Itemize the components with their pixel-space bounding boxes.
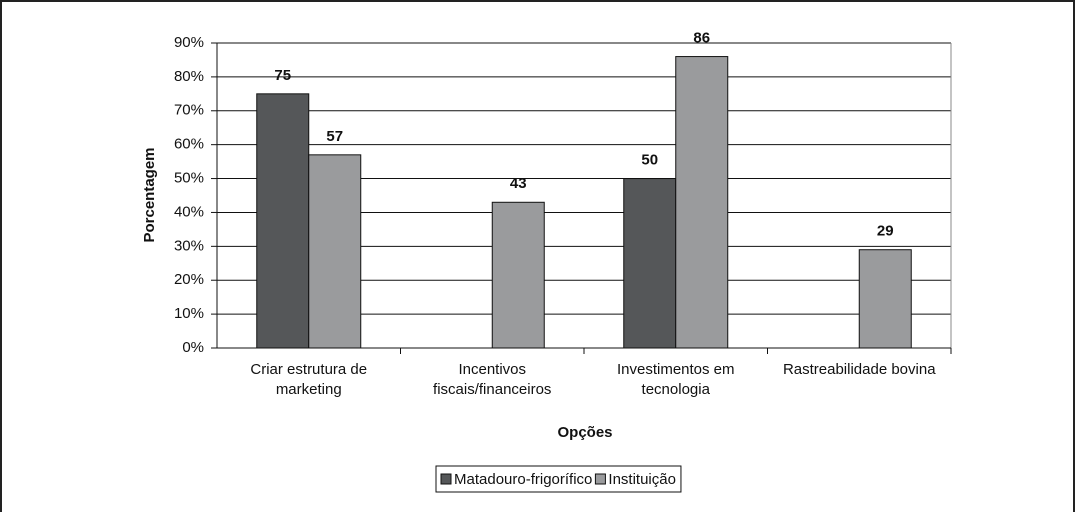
legend: Matadouro-frigorífico Instituição <box>435 465 682 493</box>
y-tick-label: 60% <box>174 136 204 153</box>
y-tick-label: 80% <box>174 68 204 85</box>
data-label: 50 <box>641 152 658 169</box>
y-tick-label: 0% <box>182 339 204 356</box>
bar <box>623 178 677 349</box>
data-label: 75 <box>274 67 291 84</box>
x-tick-label: Rastreabilidade bovina <box>782 361 936 378</box>
bar <box>858 249 912 349</box>
data-label: 57 <box>326 128 343 145</box>
y-tick-label: 40% <box>174 203 204 220</box>
legend-label: Matadouro-frigorífico <box>454 471 592 488</box>
legend-swatch <box>440 473 452 485</box>
bar <box>491 201 545 349</box>
y-tick-label: 90% <box>174 34 204 51</box>
x-tick-label-box: Criar estrutura de marketing <box>250 361 368 398</box>
bar <box>308 154 362 349</box>
y-tick-label: 10% <box>174 305 204 322</box>
x-tick-label-box: Rastreabilidade bovina <box>782 361 936 378</box>
bar <box>256 93 310 349</box>
x-tick-label: Investimentos em tecnologia <box>616 361 735 398</box>
data-label: 29 <box>877 223 894 240</box>
data-label: 43 <box>510 175 527 192</box>
x-tick-label: Criar estrutura de marketing <box>250 361 368 398</box>
bar <box>675 56 729 349</box>
y-tick-label: 70% <box>174 102 204 119</box>
legend-box <box>435 465 682 493</box>
y-tick-label: 20% <box>174 271 204 288</box>
x-axis-title: Opções <box>557 424 612 441</box>
legend-label: Instituição <box>608 471 676 488</box>
y-axis-title: Porcentagem <box>141 147 158 242</box>
x-tick-label: Incentivos fiscais/financeiros <box>433 361 552 398</box>
data-label: 86 <box>693 30 710 47</box>
x-tick-label-box: Investimentos em tecnologia <box>616 361 735 398</box>
y-tick-label: 50% <box>174 170 204 187</box>
y-tick-label: 30% <box>174 237 204 254</box>
legend-swatch <box>594 473 606 485</box>
x-tick-label-box: Incentivos fiscais/financeiros <box>433 361 552 398</box>
